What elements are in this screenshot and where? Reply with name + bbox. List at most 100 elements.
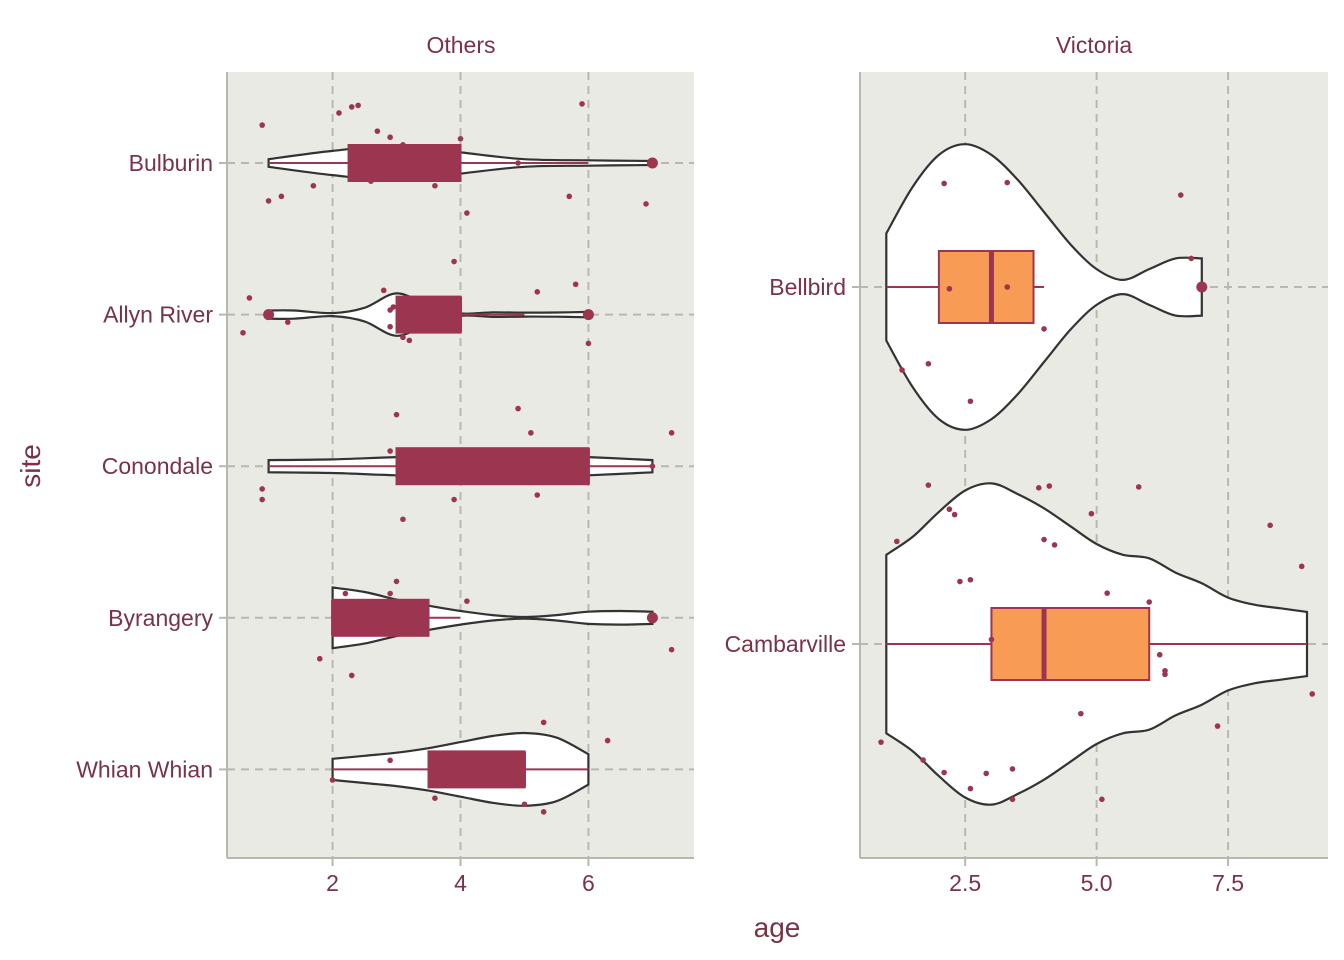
jitter-point [668,430,675,436]
box [347,144,462,182]
jitter-point [920,757,926,763]
jitter-point [1051,542,1058,548]
jitter-point [925,360,932,367]
jitter-point [451,496,457,503]
jitter-point [528,430,534,436]
jitter-point [899,367,905,373]
jitter-point [246,295,253,301]
jitter-point [946,506,953,513]
jitter-point [925,482,932,488]
jitter-point [387,323,393,330]
jitter-point [1156,651,1163,658]
jitter-point [329,777,336,783]
jitter-point [406,337,413,344]
jitter-point [1004,179,1011,186]
jitter-point [387,448,393,454]
y-tick-label: Allyn River [103,302,213,328]
facet-title-others: Others [426,32,495,58]
jitter-point [1188,255,1195,262]
jitter-point [967,785,974,792]
outlier-point [263,309,275,321]
x-axis-title: age [754,912,801,943]
jitter-point [1041,536,1047,543]
jitter-point [1035,485,1042,491]
y-tick-label: Whian Whian [76,756,213,782]
jitter-point [387,590,393,597]
jitter-point [387,757,393,764]
jitter-point [1214,723,1221,729]
violin-bellbird [885,143,1203,431]
jitter-point [464,210,470,216]
jitter-point [1009,766,1016,772]
x-tick-label: 5.0 [1081,870,1113,896]
jitter-point [387,134,393,141]
jitter-point [380,287,387,294]
jitter-point [946,285,953,292]
jitter-point [515,160,521,166]
jitter-point [464,598,470,604]
box [331,598,430,637]
jitter-point [649,463,656,470]
jitter-point [1146,599,1153,605]
jitter-point [348,672,355,679]
jitter-point [265,198,272,204]
jitter-point [1004,284,1011,290]
jitter-point [540,809,547,815]
x-tick-label: 4 [454,870,467,896]
jitter-point [521,801,528,808]
jitter-point [374,128,381,134]
violin-byrangery [331,586,654,650]
jitter-point [432,795,438,802]
jitter-point [400,142,406,148]
x-tick-label: 2.5 [949,870,981,896]
jitter-point [336,110,342,116]
jitter-point [983,770,990,777]
x-ticks-victoria: 2.5 5.0 7.5 [949,858,1244,896]
x-tick-label: 6 [582,870,595,896]
jitter-point [585,340,592,347]
jitter-point [1009,796,1016,803]
jitter-point [240,329,246,336]
jitter-point [368,178,374,184]
y-ticks-victoria: Bellbird Cambarville [725,274,860,657]
jitter-point [419,149,425,156]
jitter-point [967,576,974,583]
x-tick-label: 7.5 [1212,870,1244,896]
box [937,250,1035,324]
jitter-point [668,646,675,653]
jitter-point [579,101,585,107]
jitter-point [540,719,547,726]
y-ticks-others: Bulburin Allyn River Conondale Byrangery Whi… [76,150,227,782]
violins-others [263,144,658,807]
jitter-point [604,737,611,744]
box [395,295,462,334]
x-tick-label: 2 [326,870,339,896]
y-tick-label: Bulburin [129,150,213,176]
jitter-point [941,180,947,187]
jitter-point [572,281,579,288]
jitter-point [348,104,355,110]
jitter-point [393,148,400,154]
jitter-point [259,496,265,503]
jitter-point [566,193,573,200]
jitter-point [278,193,285,200]
jitter-point [1162,671,1168,678]
jitter-point [1104,590,1110,596]
jitter-point [1298,563,1305,570]
jitter-point [355,102,361,109]
facet-others: Others Bulburin Allyn River Conondale Byran… [76,32,694,896]
jitter-point [390,304,397,310]
jitter-point [400,301,406,307]
jitter-point [951,511,958,518]
jitter-point [894,538,900,545]
y-axis-title: site [15,444,46,488]
jitter-point [1135,484,1142,490]
y-tick-label: Conondale [102,453,213,479]
jitter-point [406,152,413,159]
y-tick-label: Byrangery [108,605,213,631]
jitter-point [1177,192,1184,198]
jitter-point [393,411,400,418]
jitter-point [451,258,457,265]
jitter-point [259,122,265,128]
box [427,750,526,789]
